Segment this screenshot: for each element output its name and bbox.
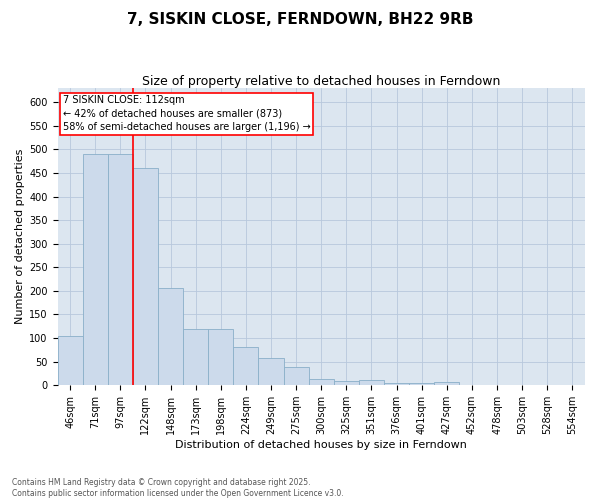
Bar	[183, 328, 208, 385]
Bar	[384, 384, 409, 385]
Bar	[259, 358, 284, 385]
Text: 7 SISKIN CLOSE: 112sqm
← 42% of detached houses are smaller (873)
58% of semi-de: 7 SISKIN CLOSE: 112sqm ← 42% of detached…	[63, 96, 311, 132]
Bar	[133, 168, 158, 385]
Bar	[359, 380, 384, 385]
Bar	[158, 288, 183, 385]
Bar	[58, 336, 83, 385]
Bar	[334, 382, 359, 385]
Bar	[233, 346, 259, 385]
Y-axis label: Number of detached properties: Number of detached properties	[15, 149, 25, 324]
Bar	[208, 328, 233, 385]
Bar	[409, 383, 434, 385]
Bar	[284, 368, 308, 385]
Bar	[83, 154, 108, 385]
Text: Contains HM Land Registry data © Crown copyright and database right 2025.
Contai: Contains HM Land Registry data © Crown c…	[12, 478, 344, 498]
Text: 7, SISKIN CLOSE, FERNDOWN, BH22 9RB: 7, SISKIN CLOSE, FERNDOWN, BH22 9RB	[127, 12, 473, 28]
Bar	[434, 382, 460, 385]
Title: Size of property relative to detached houses in Ferndown: Size of property relative to detached ho…	[142, 75, 500, 88]
Bar	[108, 154, 133, 385]
X-axis label: Distribution of detached houses by size in Ferndown: Distribution of detached houses by size …	[175, 440, 467, 450]
Bar	[308, 379, 334, 385]
